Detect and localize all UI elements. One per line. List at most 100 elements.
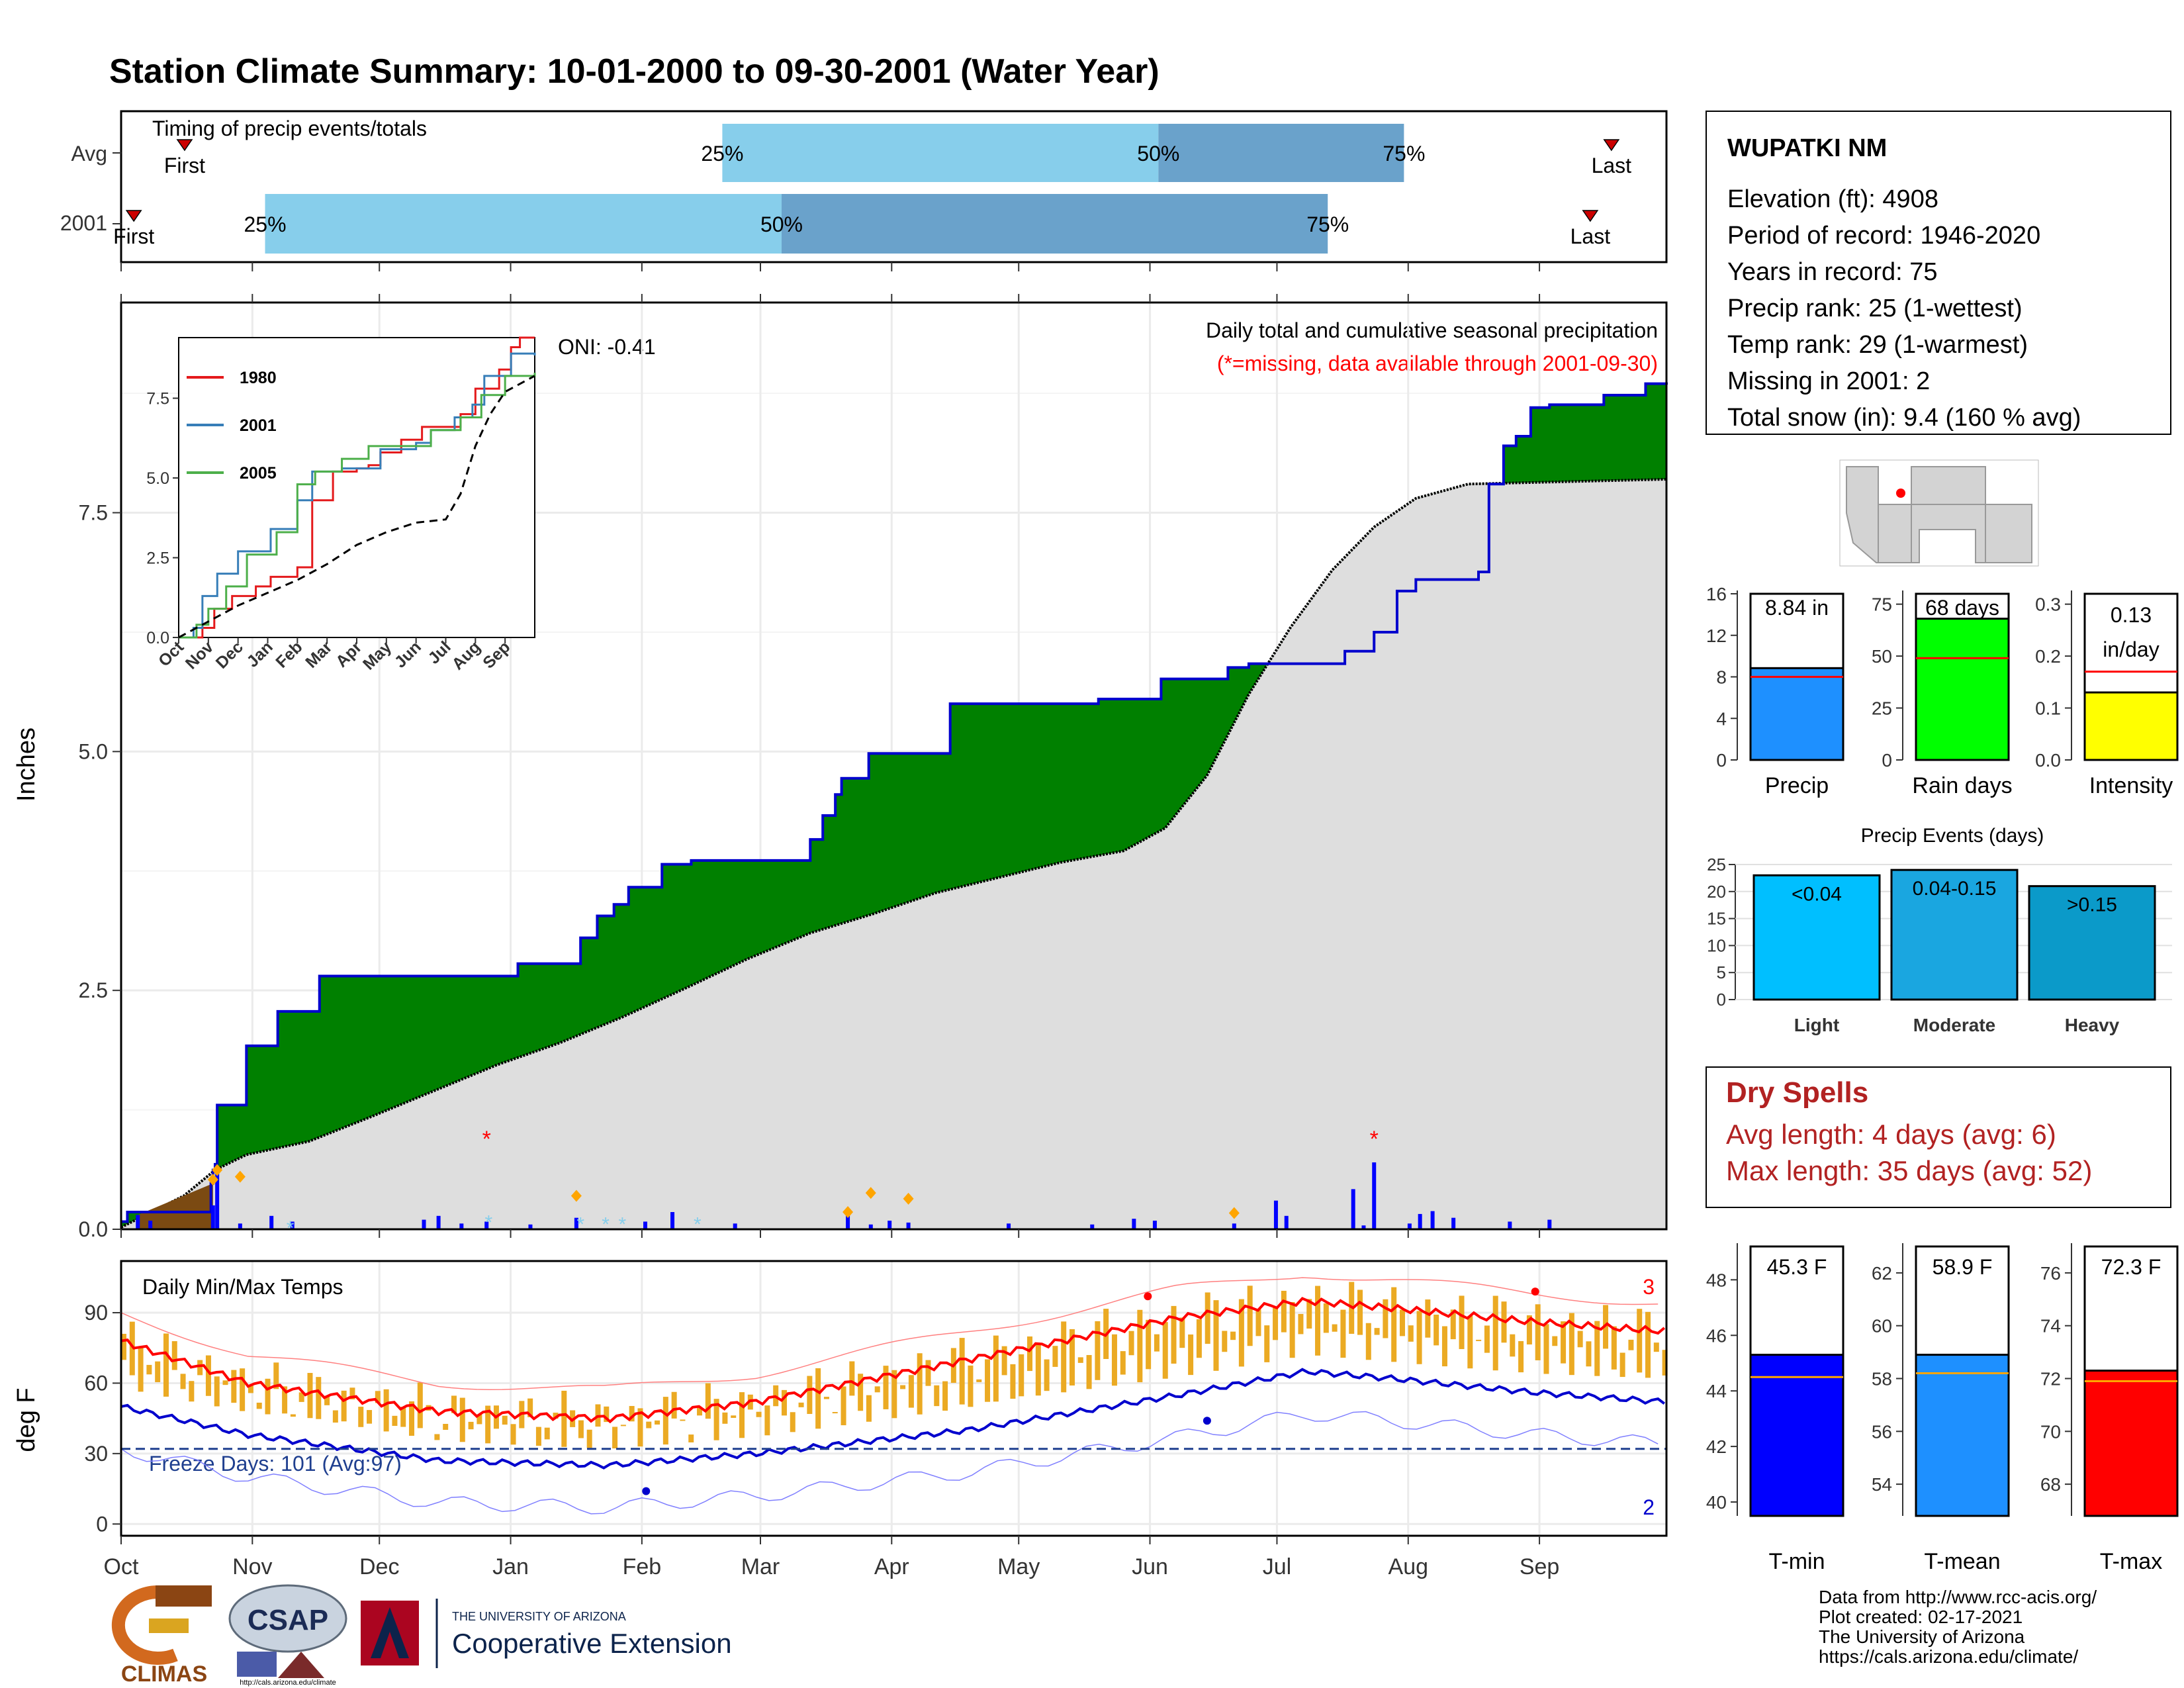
daily-temp-range-bar <box>502 1415 508 1425</box>
daily-temp-range-bar <box>815 1368 821 1429</box>
daily-temp-range-bar <box>722 1412 728 1424</box>
daily-temp-range-bar <box>349 1387 355 1399</box>
daily-temp-range-bar <box>1111 1334 1117 1386</box>
temp-y-axis-label: deg F <box>13 1387 40 1452</box>
daily-temp-range-bar <box>1128 1331 1134 1356</box>
daily-temp-range-bar <box>646 1421 652 1429</box>
daily-temp-range-bar <box>544 1427 550 1440</box>
daily-temp-range-bar <box>612 1427 618 1449</box>
daily-precip-bar <box>670 1212 675 1229</box>
events-bar <box>1752 874 1881 1001</box>
daily-temp-range-bar <box>1374 1328 1380 1335</box>
summary-bar-2: 0.0 0.1 0.2 0.3 0.13 in/day Intensity <box>2035 590 2179 798</box>
credits: Data from http://www.rcc-acis.org/ Plot … <box>1819 1587 2097 1667</box>
snow-event-marker <box>212 1164 223 1176</box>
daily-temp-range-bar <box>477 1414 482 1425</box>
summary-bar-category: Precip <box>1765 773 1829 798</box>
timing-label-75: 75% <box>1306 212 1349 236</box>
snow-area <box>138 1183 213 1229</box>
credit-data: Data from http://www.rcc-acis.org/ <box>1819 1587 2097 1607</box>
avg-tmin-line <box>120 1368 1666 1470</box>
daily-temp-range-bar <box>1222 1331 1228 1352</box>
daily-temp-range-bar <box>1171 1305 1177 1364</box>
inset-x-tick-label: Jan <box>243 637 276 671</box>
daily-temp-range-bar <box>713 1399 719 1440</box>
timing-title: Timing of precip events/totals <box>152 117 427 140</box>
daily-temp-range-bar <box>240 1368 246 1411</box>
temp-summary-value <box>2083 1370 2179 1517</box>
daily-precip-bar <box>1372 1162 1377 1229</box>
temp-summary-tick-label: 44 <box>1706 1381 1727 1401</box>
inset-x-tick-label: Dec <box>212 637 247 672</box>
summary-bar-category: Rain days <box>1912 773 2012 798</box>
temp-summary-tick-label: 60 <box>1872 1316 1892 1336</box>
daily-temp-range-bar <box>205 1355 211 1396</box>
daily-precip-bar <box>528 1224 533 1229</box>
daily-temp-range-bar <box>1255 1309 1261 1336</box>
daily-temp-range-bar <box>146 1364 152 1375</box>
inset-x-tick-label: Sep <box>479 637 514 672</box>
record-high-marker <box>1531 1288 1539 1296</box>
daily-temp-range-bar <box>1120 1351 1126 1375</box>
temp-summary-tick-label: 70 <box>2040 1421 2061 1442</box>
daily-temp-range-bar <box>1323 1303 1329 1333</box>
precip-y-tick-label: 2.5 <box>79 978 108 1002</box>
inset-series-line <box>179 373 536 639</box>
daily-temp-range-bar <box>1459 1295 1465 1350</box>
daily-temp-range-bar <box>739 1392 745 1438</box>
temp-title: Daily Min/Max Temps <box>142 1275 343 1299</box>
summary-tick-label: 12 <box>1706 626 1727 646</box>
daily-temp-range-bar <box>764 1405 770 1436</box>
dry-spells-title: Dry Spells <box>1726 1076 1868 1109</box>
daily-temp-range-bar <box>1357 1289 1363 1335</box>
daily-temp-range-bar <box>1188 1334 1194 1376</box>
max-record-count: 3 <box>1643 1275 1655 1299</box>
temp-summary-tick-label: 46 <box>1706 1325 1727 1346</box>
inset-y-tick-label: 0.0 <box>146 629 169 647</box>
daily-precip-bar <box>1090 1224 1095 1229</box>
daily-precip-bar <box>1152 1221 1157 1229</box>
daily-precip-bar <box>906 1222 911 1229</box>
month-label: Dec <box>359 1554 399 1579</box>
daily-precip-bar <box>459 1223 464 1229</box>
daily-precip-bar <box>1351 1189 1355 1229</box>
daily-temp-range-bar <box>367 1410 373 1424</box>
daily-temp-range-bar <box>290 1414 296 1417</box>
trace-snow-marker: * <box>485 1212 493 1234</box>
events-tick-label: 20 <box>1707 882 1726 902</box>
temp-summary-category: T-max <box>2100 1549 2162 1574</box>
freeze-days-label: Freeze Days: 101 (Avg:97) <box>149 1452 402 1476</box>
daily-temp-range-bar <box>680 1419 686 1421</box>
events-tick-label: 5 <box>1717 962 1726 982</box>
timing-label-50: 50% <box>1137 142 1179 165</box>
daily-temp-range-bar <box>858 1374 864 1411</box>
daily-temp-range-bar <box>1569 1313 1574 1376</box>
temp-y-tick-label: 60 <box>84 1371 108 1395</box>
timing-panel: Timing of precip events/totals Avg 2001 … <box>60 110 1668 271</box>
daily-precip-bar <box>1418 1213 1422 1229</box>
daily-precip-bar <box>269 1215 274 1229</box>
daily-temp-range-bar <box>163 1333 169 1397</box>
daily-temp-range-bar <box>1399 1309 1405 1336</box>
daily-temp-range-bar <box>1205 1292 1210 1344</box>
daily-temp-range-bar <box>1315 1286 1321 1356</box>
daily-temp-range-bar <box>1264 1325 1270 1362</box>
month-axis: Oct Nov Dec Jan Feb Mar Apr May Jun Jul Aug Sep <box>104 1554 1560 1579</box>
summary-tick-label: 0.2 <box>2035 646 2061 667</box>
daily-temp-range-bar <box>459 1397 465 1442</box>
daily-temp-range-bar <box>985 1359 991 1402</box>
events-bar <box>2028 885 2156 1001</box>
daily-temp-range-bar <box>1611 1326 1617 1370</box>
timing-label-50: 50% <box>760 212 803 236</box>
oni-label: ONI: -0.41 <box>558 335 656 359</box>
page-title: Station Climate Summary: 10-01-2000 to 0… <box>109 52 1160 91</box>
daily-temp-range-bar <box>316 1377 322 1419</box>
daily-temp-range-bar <box>1179 1317 1185 1348</box>
temp-summary-tick-label: 48 <box>1706 1270 1727 1290</box>
daily-temp-range-bar <box>620 1425 626 1427</box>
daily-temp-range-bar <box>1044 1359 1050 1391</box>
daily-temp-range-bar <box>1628 1339 1634 1350</box>
daily-precip-bar <box>148 1221 153 1229</box>
daily-temp-range-bar <box>1653 1342 1659 1352</box>
